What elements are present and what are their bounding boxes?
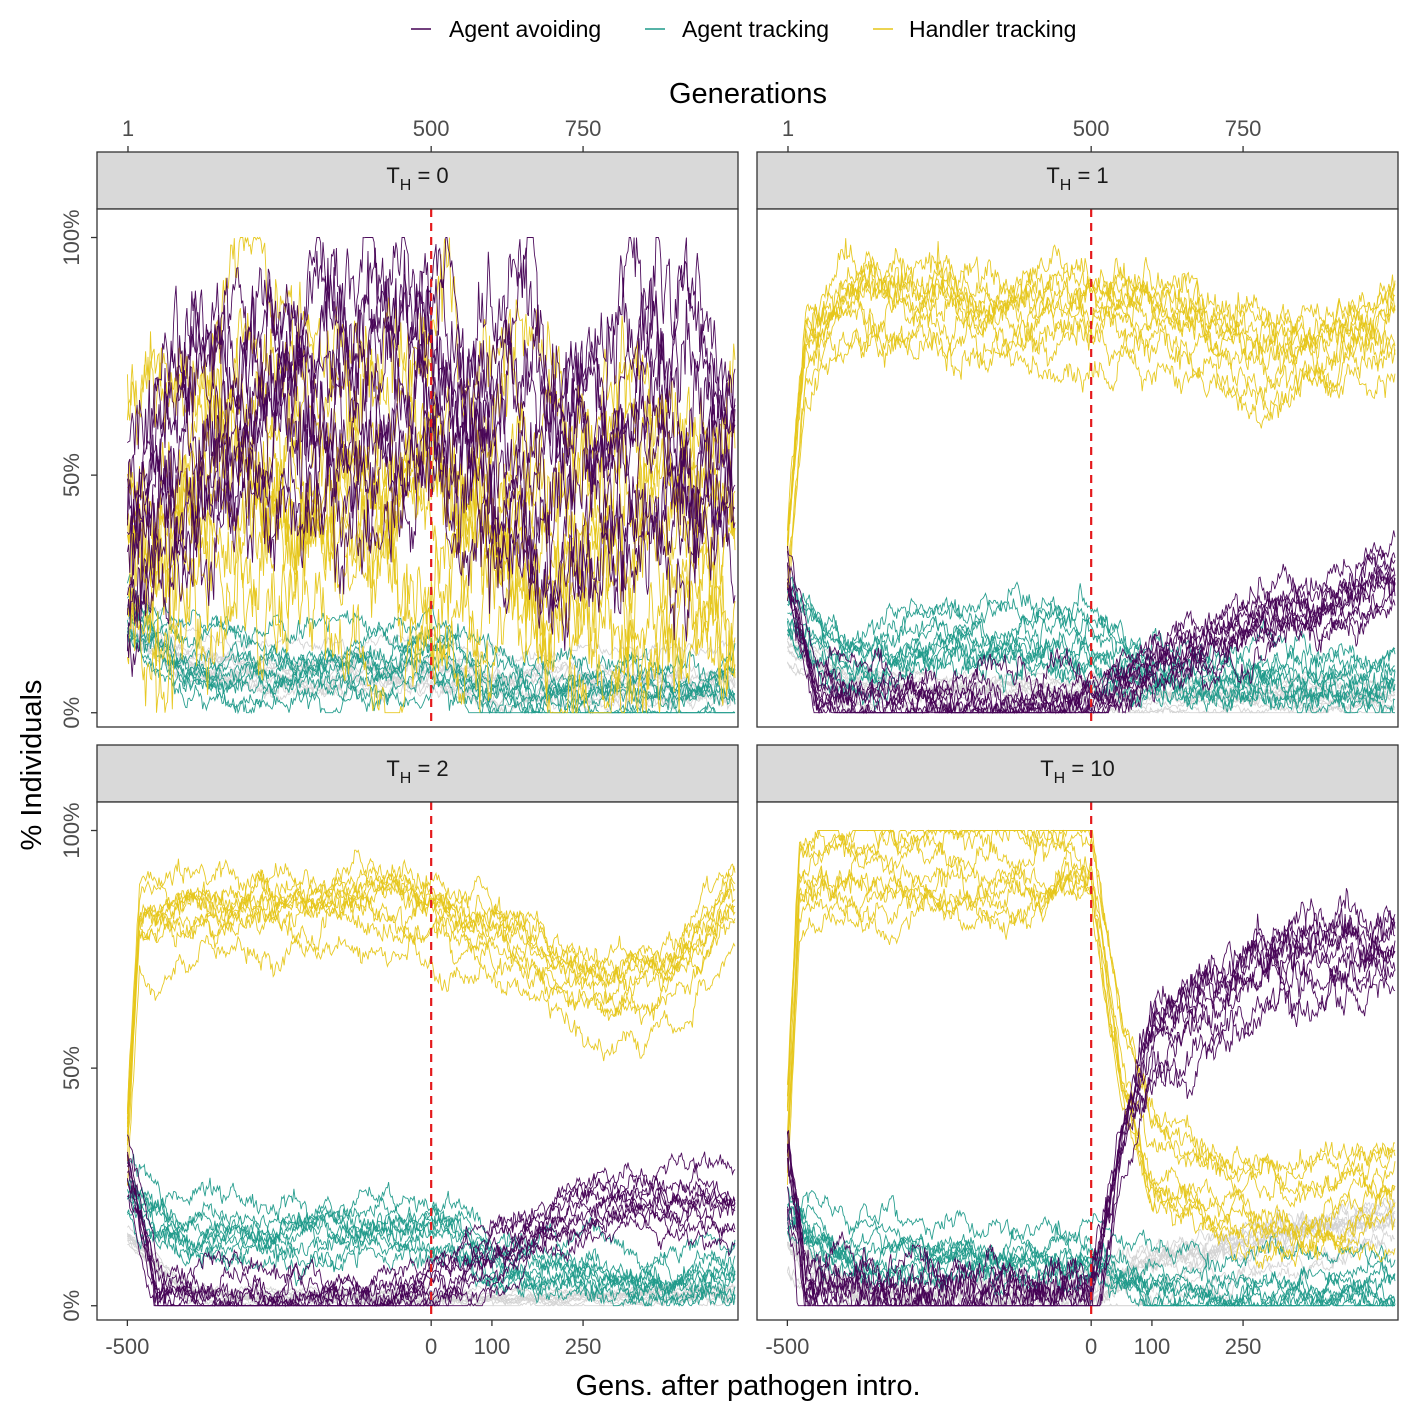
- bottom-axis-title: Gens. after pathogen intro.: [576, 1370, 921, 1402]
- series-line-agent-avoiding-8: [787, 571, 1396, 715]
- x-tick-label: 250: [1225, 1334, 1262, 1359]
- series-line-handler-tracking-3: [126, 896, 736, 1162]
- series-line-agent-tracking-8: [786, 591, 1396, 703]
- legend-label-2: Handler tracking: [909, 16, 1076, 42]
- top-x-tick-label: 750: [565, 116, 602, 141]
- legend-label-0: Agent avoiding: [449, 16, 601, 42]
- y-tick-label: 0%: [59, 697, 84, 729]
- y-tick-label: 0%: [59, 1290, 84, 1322]
- series-line-handler-tracking-8: [786, 829, 1396, 1194]
- series-line-handler-tracking-0: [786, 238, 1396, 531]
- panel-border-2: [96, 801, 739, 1321]
- y-tick-label: 50%: [59, 453, 84, 497]
- series-line-agent-tracking-2: [126, 1188, 736, 1307]
- series-line-handler-tracking-0: [126, 357, 736, 606]
- series-line-agent-avoiding-4: [786, 550, 1396, 714]
- y-axis-title: % Individuals: [16, 680, 48, 851]
- series-line-agent-tracking-6: [786, 583, 1396, 682]
- x-tick-label: 0: [425, 1334, 437, 1359]
- strip-label-1: TH = 1: [1046, 163, 1108, 194]
- top-x-tick-label: 1: [782, 116, 794, 141]
- series-line-other-3: [127, 616, 736, 693]
- legend: Agent avoiding Agent tracking Handler trac…: [411, 16, 1076, 42]
- series-line-handler-tracking-9: [786, 832, 1396, 1208]
- top-axis-title: Generations: [669, 78, 827, 110]
- strip-1: [756, 151, 1399, 210]
- strip-3: [756, 744, 1399, 803]
- top-x-tick-label: 500: [1073, 116, 1110, 141]
- strip-label-2: TH = 2: [386, 756, 448, 787]
- series-line-agent-tracking-7: [127, 1190, 736, 1299]
- x-tick-label: 100: [474, 1334, 511, 1359]
- legend-label-1: Agent tracking: [682, 16, 829, 42]
- series-line-agent-avoiding-9: [126, 247, 736, 542]
- panel-border-0: [96, 208, 739, 728]
- strip-0: [96, 151, 739, 210]
- strip-2: [96, 744, 739, 803]
- y-tick-label: 100%: [59, 802, 84, 858]
- x-tick-label: -500: [105, 1334, 149, 1359]
- top-x-tick-label: 1: [122, 116, 134, 141]
- panel-0: TH = 0 0% 50% 100% 1 500 750: [59, 116, 739, 729]
- panel-border-1: [756, 208, 1399, 728]
- series-line-agent-avoiding-9: [126, 1154, 736, 1308]
- series-line-agent-tracking-8: [127, 1182, 736, 1292]
- series-line-agent-avoiding-5: [127, 237, 736, 464]
- panel-border-3: [756, 801, 1399, 1321]
- series-line-agent-tracking-5: [127, 1197, 736, 1308]
- y-tick-label: 50%: [59, 1046, 84, 1090]
- series-line-agent-avoiding-9: [786, 958, 1396, 1307]
- x-tick-label: -500: [765, 1334, 809, 1359]
- top-x-tick-label: 750: [1225, 116, 1262, 141]
- strip-label-3: TH = 10: [1040, 756, 1115, 787]
- panel-2: TH = 2 0% 50% 100% -500 0 100 250: [59, 744, 739, 1359]
- series-line-agent-tracking-9: [786, 628, 1396, 714]
- panel-1: TH = 1 1 500 750: [756, 116, 1399, 728]
- x-tick-label: 250: [565, 1334, 602, 1359]
- series-line-handler-tracking-5: [786, 866, 1396, 1238]
- series-line-agent-tracking-6: [127, 613, 736, 708]
- x-tick-label: 0: [1085, 1334, 1097, 1359]
- panel-3: TH = 10 -500 0 100 250: [756, 744, 1399, 1359]
- series-line-agent-tracking-8: [786, 1204, 1396, 1307]
- top-x-tick-label: 500: [413, 116, 450, 141]
- x-tick-label: 100: [1134, 1334, 1171, 1359]
- strip-label-0: TH = 0: [386, 163, 448, 194]
- y-tick-label: 100%: [59, 209, 84, 265]
- series-line-handler-tracking-4: [126, 422, 736, 713]
- series-line-handler-tracking-7: [126, 868, 736, 1124]
